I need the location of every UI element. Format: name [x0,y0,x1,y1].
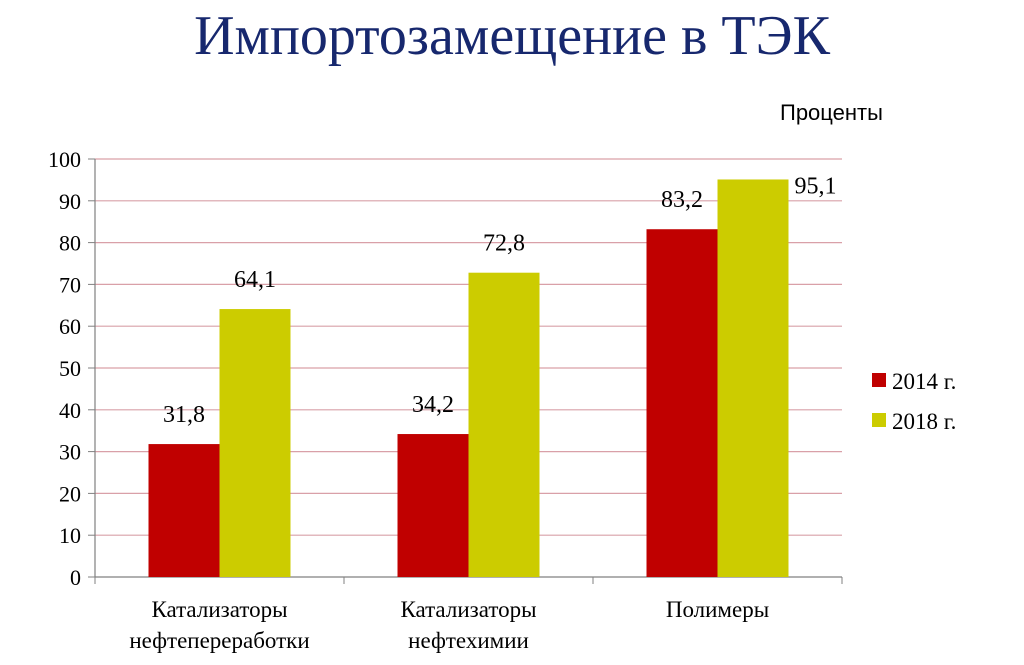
legend-swatch [872,413,886,427]
data-label: 72,8 [483,231,525,257]
y-tick-label: 70 [59,272,81,297]
bar [219,309,291,577]
x-category-label: Катализаторы [400,597,536,622]
data-label: 34,2 [412,392,454,418]
y-tick-label: 100 [48,147,81,172]
y-tick-label: 50 [59,356,81,381]
bar [717,179,789,577]
x-category-label: нефтехимии [408,628,529,653]
y-tick-label: 60 [59,314,81,339]
data-label: 83,2 [661,187,703,213]
data-label: 95,1 [795,173,837,199]
x-category-label: нефтепереработки [129,628,309,653]
unit-label: Проценты [780,100,883,125]
data-label: 64,1 [234,267,276,293]
y-tick-label: 0 [70,565,81,590]
y-tick-label: 10 [59,523,81,548]
x-category-label: Катализаторы [151,597,287,622]
x-category-label: Полимеры [666,597,769,622]
y-tick-label: 40 [59,398,81,423]
legend-label: 2014 г. [892,369,956,394]
y-tick-label: 90 [59,189,81,214]
y-tick-label: 30 [59,440,81,465]
y-tick-label: 80 [59,231,81,256]
bar [646,229,718,577]
bar [148,444,220,577]
data-label: 31,8 [163,402,205,428]
legend-swatch [872,373,886,387]
legend-label: 2018 г. [892,409,956,434]
bar [397,434,469,577]
page-title: Импортозамещение в ТЭК [194,5,830,67]
bar [468,272,540,577]
y-tick-label: 20 [59,481,81,506]
